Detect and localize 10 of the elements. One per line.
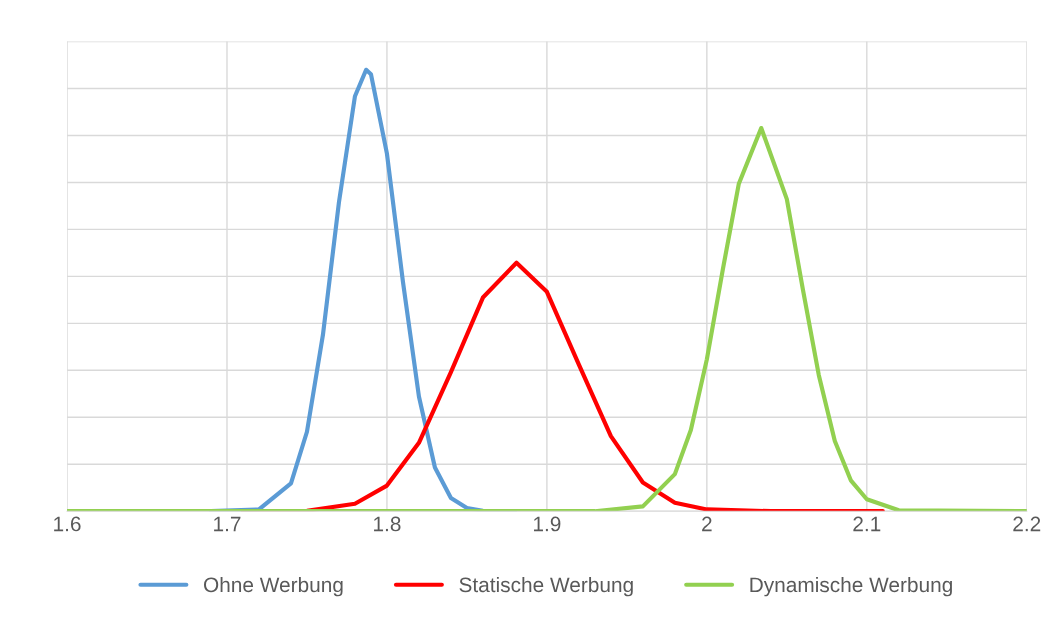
x-tick-label: 2.1 [853,516,881,532]
x-tick-label: 1.8 [374,516,401,532]
x-tick-label: 1.9 [534,516,561,532]
x-tick-label: 2 [702,516,712,532]
x-tick-label: 2.2 [1013,516,1041,532]
legend-label: Dynamische Werbung [750,576,952,597]
legend-label: Ohne Werbung [203,576,343,597]
x-tick-label: 1.7 [214,516,241,532]
x-tick-label: 1.6 [54,516,81,532]
legend-label: Statische Werbung [459,576,633,597]
